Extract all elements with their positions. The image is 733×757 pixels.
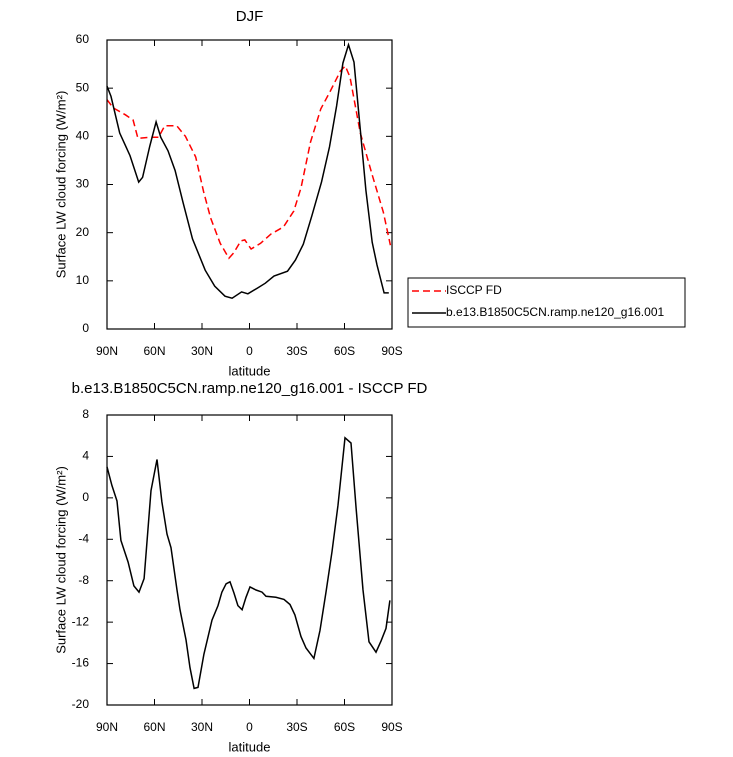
y-tick-label: 40	[76, 129, 90, 143]
data-line	[106, 436, 391, 690]
y-tick-label: 60	[76, 32, 90, 46]
x-tick-label: 0	[246, 344, 253, 358]
y-tick-label: -4	[78, 531, 89, 545]
x-axis-title: latitude	[229, 739, 271, 754]
y-tick-label: 10	[76, 273, 90, 287]
y-tick-label: 20	[76, 225, 90, 239]
y-tick-label: 4	[82, 449, 89, 463]
legend-label: ISCCP FD	[446, 283, 502, 297]
legend-label: b.e13.B1850C5CN.ramp.ne120_g16.001	[446, 305, 664, 319]
x-tick-label: 90S	[381, 344, 402, 358]
x-tick-label: 30S	[286, 344, 307, 358]
y-axis-title: Surface LW cloud forcing (W/m²)	[53, 466, 68, 654]
data-line	[106, 64, 392, 260]
chart-title: b.e13.B1850C5CN.ramp.ne120_g16.001 - ISC…	[72, 380, 428, 397]
x-tick-label: 30N	[191, 720, 213, 734]
chart-title: DJF	[236, 8, 264, 25]
y-tick-label: 50	[76, 80, 90, 94]
x-tick-label: 90S	[381, 720, 402, 734]
x-tick-label: 90N	[96, 344, 118, 358]
legend-box	[407, 277, 686, 328]
y-tick-label: -12	[72, 614, 90, 628]
y-axis-title: Surface LW cloud forcing (W/m²)	[53, 91, 68, 279]
x-tick-label: 90N	[96, 720, 118, 734]
x-tick-label: 30S	[286, 720, 307, 734]
y-tick-label: -16	[72, 656, 90, 670]
y-tick-label: -20	[72, 697, 90, 711]
x-tick-label: 60N	[143, 344, 165, 358]
plot-frame	[106, 39, 393, 330]
x-tick-label: 60S	[334, 720, 355, 734]
y-tick-label: 0	[82, 321, 89, 335]
y-tick-label: 8	[82, 407, 89, 421]
x-tick-label: 60S	[334, 344, 355, 358]
plot-frame	[106, 414, 393, 706]
y-tick-label: 0	[82, 490, 89, 504]
x-axis-title: latitude	[229, 363, 271, 378]
data-line	[106, 42, 389, 300]
x-tick-label: 30N	[191, 344, 213, 358]
x-tick-label: 60N	[143, 720, 165, 734]
y-tick-label: -8	[78, 573, 89, 587]
x-tick-label: 0	[246, 720, 253, 734]
y-tick-label: 30	[76, 177, 90, 191]
